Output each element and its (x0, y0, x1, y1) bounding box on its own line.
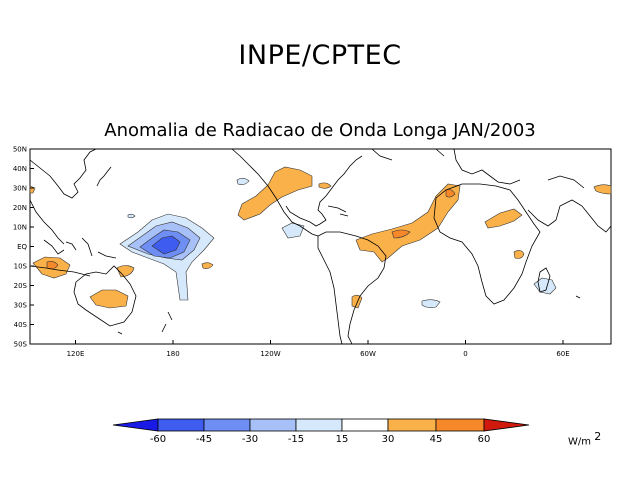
lat-label-40n: 40N (13, 165, 27, 173)
colorbar-arrow-right (483, 418, 530, 432)
lat-label-eq: EQ (17, 243, 27, 251)
lat-label-20n: 20N (13, 204, 27, 212)
page-header-title: INPE/CPTEC (238, 40, 402, 71)
colorbar-label-60: 60 (478, 434, 491, 445)
lon-label-60e: 60E (556, 350, 569, 358)
colorbar-swatch-5 (341, 418, 389, 432)
colorbar-units: W/m 2 (568, 430, 601, 447)
colorbar-label-n15: -15 (288, 434, 304, 445)
colorbar-label-30: 30 (382, 434, 395, 445)
coastlines (29, 148, 612, 345)
latitude-axis: 50N 40N 30N 20N 10N EQ 10S 20S 30S 40S 5… (13, 146, 34, 349)
map-frame (29, 148, 612, 345)
colorbar-swatch-7 (435, 418, 485, 432)
colorbar-arrow-left (112, 418, 159, 432)
negative-anomaly-areas (119, 177, 557, 308)
lat-label-40s: 40S (14, 321, 28, 329)
lat-label-30n: 30N (13, 185, 27, 193)
lat-label-30s: 30S (14, 302, 28, 310)
colorbar-label-45: 45 (430, 434, 443, 445)
colorbar-labels: -60 -45 -30 -15 15 30 45 60 (150, 434, 491, 445)
lon-label-60w: 60W (360, 350, 376, 358)
lon-label-180: 180 (166, 350, 179, 358)
colorbar-swatch-3 (249, 418, 297, 432)
lat-label-50n: 50N (13, 146, 27, 154)
colorbar-label-n60: -60 (150, 434, 166, 445)
colorbar (112, 418, 530, 432)
units-base: W/m (568, 436, 591, 448)
lon-label-120w: 120W (260, 350, 280, 358)
lon-label-0: 0 (463, 350, 467, 358)
colorbar-swatch-2 (203, 418, 251, 432)
lat-label-10s: 10S (14, 263, 28, 271)
colorbar-swatch-1 (157, 418, 205, 432)
colorbar-swatch-4 (295, 418, 343, 432)
lon-label-120e: 120E (67, 350, 85, 358)
colorbar-swatch-6 (387, 418, 437, 432)
colorbar-label-15: 15 (336, 434, 349, 445)
units-exponent: 2 (594, 430, 602, 443)
colorbar-label-n30: -30 (242, 434, 258, 445)
colorbar-label-n45: -45 (196, 434, 212, 445)
lat-label-10n: 10N (13, 224, 27, 232)
positive-anomaly-cores (46, 189, 456, 270)
longitude-axis: 120E 180 120W 60W 0 60E (67, 340, 570, 358)
lat-label-50s: 50S (14, 341, 28, 349)
map-title: Anomalia de Radiacao de Onda Longa JAN/2… (104, 120, 536, 141)
positive-anomaly-areas (29, 166, 612, 309)
lat-label-20s: 20S (14, 282, 28, 290)
